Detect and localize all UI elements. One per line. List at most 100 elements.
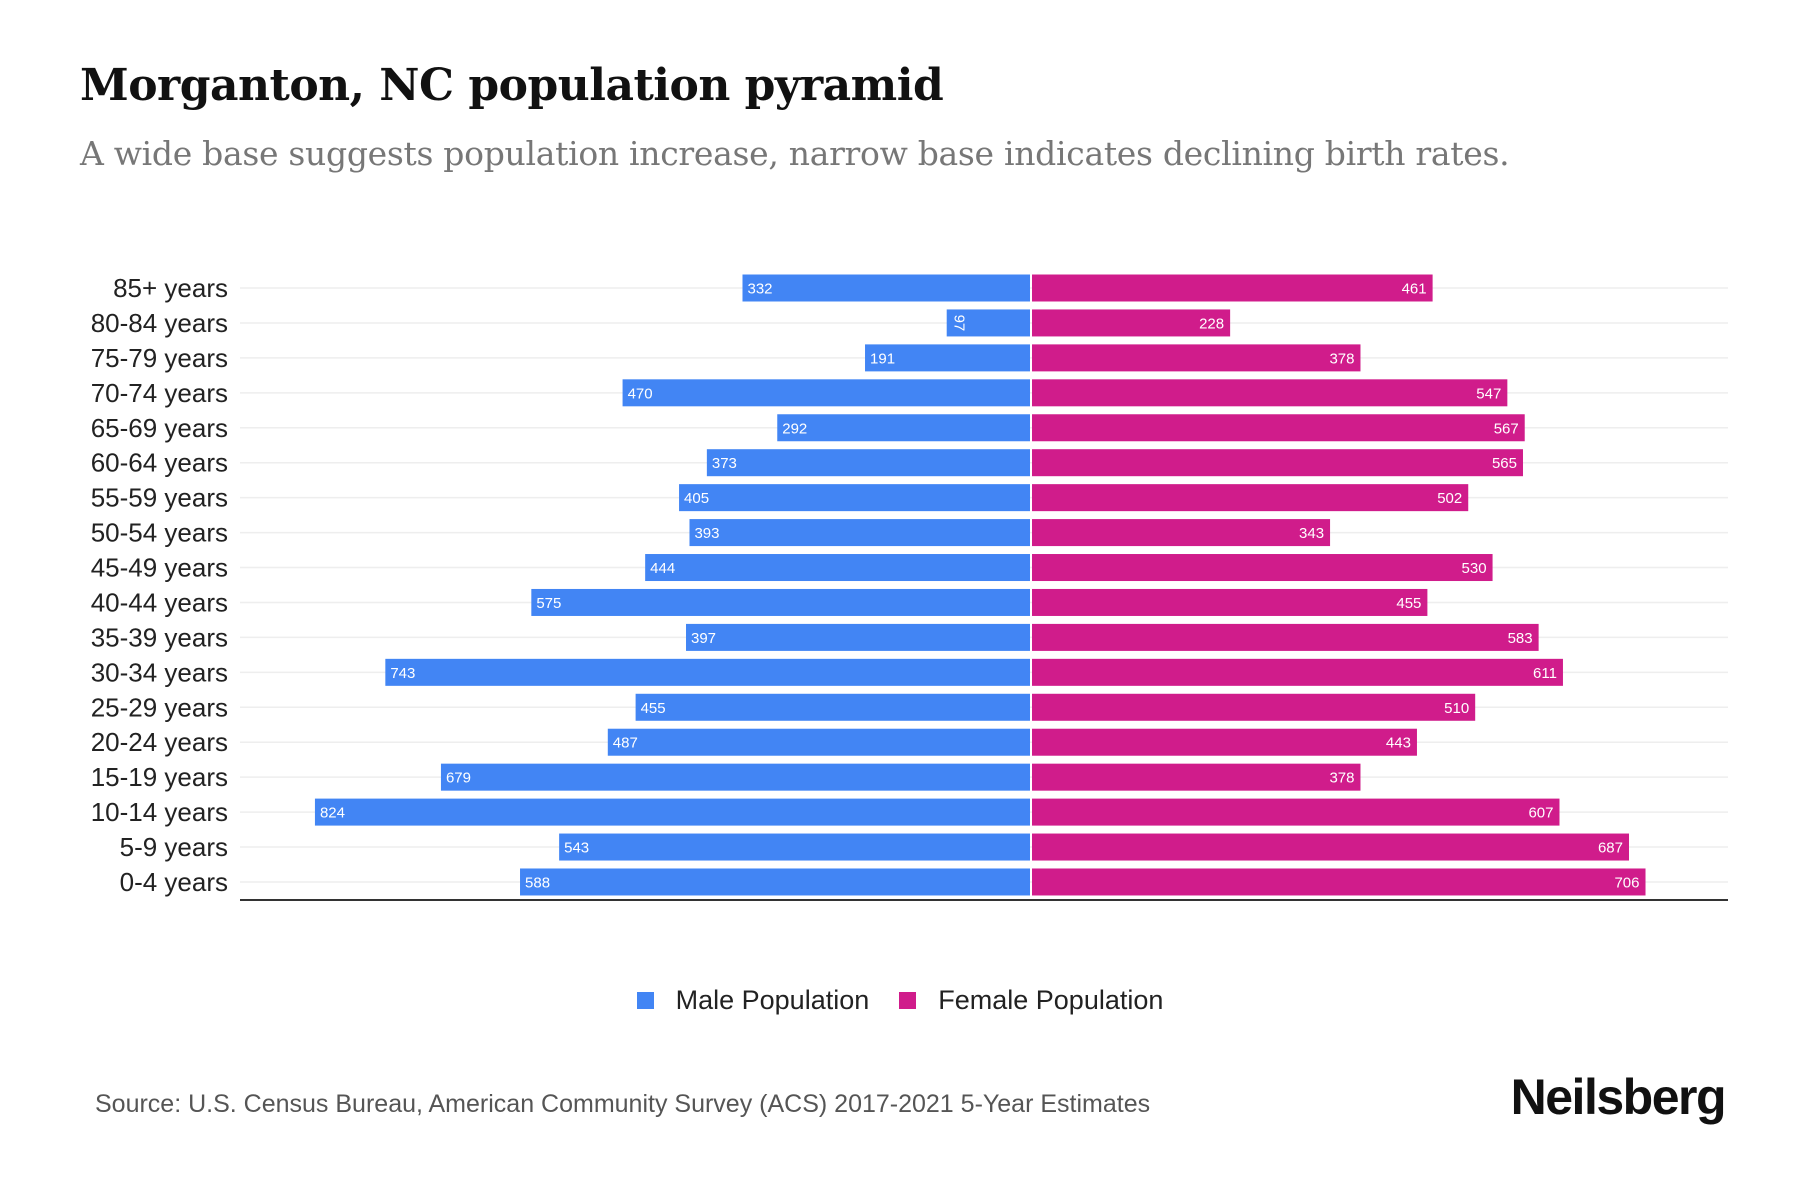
- y-tick-label: 15-19 years: [91, 762, 228, 792]
- bar-male[interactable]: [314, 798, 1031, 826]
- chart-subtitle: A wide base suggests population increase…: [80, 134, 1510, 173]
- y-tick-label: 75-79 years: [91, 343, 228, 373]
- data-label-female: 343: [1299, 525, 1324, 542]
- y-tick-label: 70-74 years: [91, 378, 228, 408]
- data-label-male: 373: [712, 455, 737, 472]
- bar-male[interactable]: [635, 693, 1030, 721]
- data-label-female: 502: [1437, 490, 1462, 507]
- bar-male[interactable]: [531, 588, 1030, 616]
- bar-male[interactable]: [440, 763, 1031, 791]
- data-label-male: 444: [650, 560, 675, 577]
- bar-male[interactable]: [946, 309, 1030, 337]
- legend-swatch-female: [899, 992, 917, 1009]
- bar-male[interactable]: [742, 274, 1030, 302]
- bar-female[interactable]: [1032, 798, 1560, 826]
- data-label-female: 510: [1444, 700, 1469, 717]
- data-label-female: 461: [1402, 281, 1427, 298]
- data-label-male: 575: [536, 595, 561, 612]
- bar-female[interactable]: [1032, 763, 1361, 791]
- neilsberg-logo[interactable]: Neilsberg: [1510, 1069, 1727, 1125]
- bar-female[interactable]: [1032, 519, 1331, 547]
- data-label-female: 378: [1329, 350, 1354, 367]
- bar-female[interactable]: [1032, 833, 1630, 861]
- data-label-male: 455: [641, 700, 666, 717]
- data-label-male: 743: [390, 665, 415, 682]
- bar-female[interactable]: [1032, 484, 1469, 512]
- y-tick-label: 10-14 years: [91, 797, 228, 827]
- data-label-female: 547: [1476, 385, 1501, 402]
- bar-male[interactable]: [686, 623, 1030, 651]
- data-label-male: 332: [747, 281, 772, 298]
- y-tick-label: 0-4 years: [120, 867, 228, 897]
- data-label-male: 97: [951, 315, 968, 332]
- grid-lines: [240, 287, 1728, 883]
- data-label-male: 405: [684, 490, 709, 507]
- bar-female[interactable]: [1032, 693, 1476, 721]
- y-tick-label: 20-24 years: [91, 727, 228, 757]
- data-label-female: 567: [1494, 420, 1519, 437]
- data-label-female: 687: [1598, 840, 1623, 857]
- bar-female[interactable]: [1032, 414, 1525, 442]
- legend-label-female: Female Population: [938, 985, 1164, 1015]
- legend-label-male: Male Population: [675, 985, 870, 1015]
- bar-female[interactable]: [1032, 274, 1433, 302]
- data-label-male: 543: [564, 840, 589, 857]
- data-label-female: 443: [1386, 735, 1411, 752]
- data-label-female: 565: [1492, 455, 1517, 472]
- data-label-male: 470: [628, 385, 653, 402]
- legend-swatch-male: [636, 992, 654, 1009]
- bar-female[interactable]: [1032, 449, 1523, 477]
- data-label-male: 191: [870, 350, 895, 367]
- data-label-male: 397: [691, 630, 716, 647]
- y-tick-label: 65-69 years: [91, 413, 228, 443]
- data-label-female: 530: [1462, 560, 1487, 577]
- bar-male[interactable]: [559, 833, 1030, 861]
- bar-female[interactable]: [1032, 344, 1361, 372]
- data-label-male: 393: [694, 525, 719, 542]
- bar-male[interactable]: [645, 554, 1030, 582]
- legend: Male Population Female Population: [0, 985, 1800, 1016]
- bar-male[interactable]: [689, 519, 1030, 547]
- data-label-male: 292: [782, 420, 807, 437]
- source-note: Source: U.S. Census Bureau, American Com…: [95, 1090, 1151, 1118]
- data-label-female: 455: [1396, 595, 1421, 612]
- bar-male[interactable]: [520, 868, 1030, 896]
- bar-male[interactable]: [865, 344, 1030, 372]
- chart-title: Morganton, NC population pyramid: [80, 60, 944, 111]
- bars: 332 461 97 228 191 378 470 547 292 567 373 565 405 50…: [314, 274, 1646, 896]
- y-tick-label: 55-59 years: [91, 483, 228, 513]
- bar-male[interactable]: [622, 379, 1030, 407]
- bar-female[interactable]: [1032, 728, 1417, 756]
- data-label-female: 583: [1508, 630, 1533, 647]
- data-label-female: 378: [1329, 770, 1354, 787]
- y-axis-labels: 85+ years 80-84 years 75-79 years 70-74 yea…: [91, 273, 228, 897]
- bar-male[interactable]: [385, 658, 1030, 686]
- bar-male[interactable]: [607, 728, 1030, 756]
- bar-female[interactable]: [1032, 379, 1508, 407]
- data-label-female: 607: [1528, 805, 1553, 822]
- bar-female[interactable]: [1032, 554, 1493, 582]
- data-label-male: 487: [613, 735, 638, 752]
- bar-male[interactable]: [706, 449, 1030, 477]
- bar-male[interactable]: [777, 414, 1030, 442]
- y-tick-label: 80-84 years: [91, 308, 228, 338]
- y-tick-label: 25-29 years: [91, 692, 228, 722]
- y-tick-label: 45-49 years: [91, 553, 228, 583]
- bar-female[interactable]: [1032, 868, 1646, 896]
- y-tick-label: 35-39 years: [91, 622, 228, 652]
- y-tick-label: 50-54 years: [91, 518, 228, 548]
- bar-female[interactable]: [1032, 588, 1428, 616]
- data-label-male: 588: [525, 874, 550, 891]
- legend-item-male[interactable]: Male Population: [636, 985, 870, 1016]
- bar-female[interactable]: [1032, 309, 1231, 337]
- bar-male[interactable]: [679, 484, 1030, 512]
- y-tick-label: 40-44 years: [91, 587, 228, 617]
- y-tick-label: 30-34 years: [91, 657, 228, 687]
- y-tick-label: 5-9 years: [120, 832, 228, 862]
- bar-female[interactable]: [1032, 623, 1539, 651]
- data-label-female: 228: [1199, 315, 1224, 332]
- bar-female[interactable]: [1032, 658, 1563, 686]
- legend-item-female[interactable]: Female Population: [899, 985, 1163, 1016]
- data-label-male: 679: [446, 770, 471, 787]
